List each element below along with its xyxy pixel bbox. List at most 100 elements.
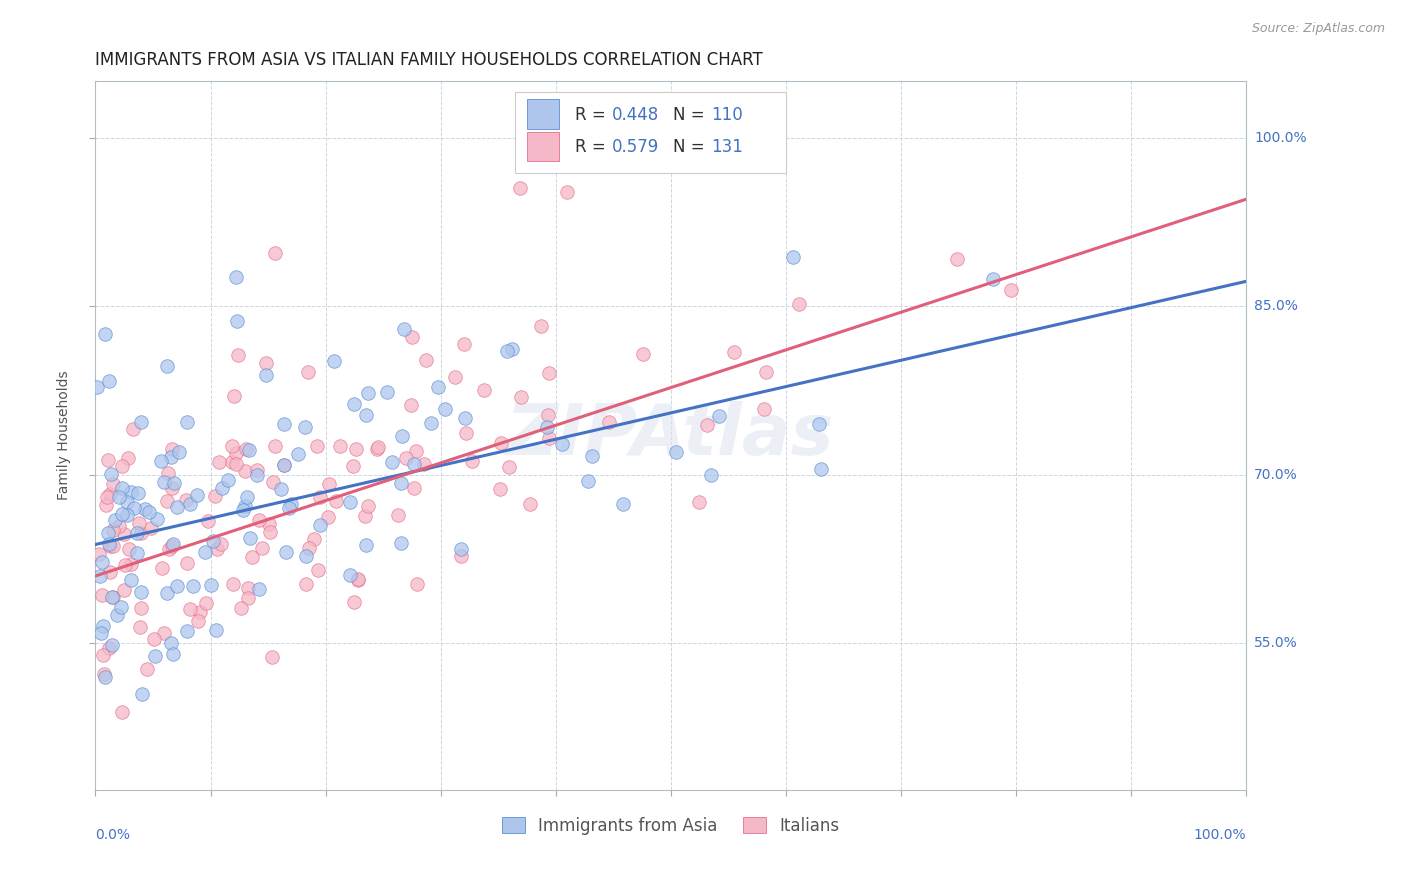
Point [389, 476, 412, 491]
Point [120, 557, 142, 571]
Point [111, 481, 134, 495]
Point [273, 417, 295, 432]
Text: N =: N = [673, 138, 710, 156]
Point [707, 409, 730, 424]
Point [134, 502, 156, 516]
Point [176, 415, 198, 429]
Point [354, 538, 377, 552]
Point [318, 477, 340, 491]
Point [323, 354, 346, 368]
Point [443, 370, 465, 384]
Point [274, 544, 297, 558]
Y-axis label: Family Households: Family Households [58, 371, 72, 500]
Point [415, 353, 437, 368]
Point [537, 366, 560, 380]
Point [222, 389, 245, 403]
Point [489, 436, 512, 450]
Point [280, 498, 302, 512]
Point [112, 583, 135, 598]
Point [122, 501, 145, 516]
Point [166, 500, 188, 514]
Point [90, 588, 112, 602]
Point [496, 343, 519, 358]
Point [307, 563, 329, 577]
Point [426, 380, 449, 394]
Point [344, 442, 367, 456]
Point [225, 446, 247, 460]
Text: R =: R = [575, 138, 612, 156]
Point [551, 437, 574, 451]
Point [752, 402, 775, 417]
Point [254, 368, 277, 383]
Point [318, 510, 340, 524]
Point [91, 555, 114, 569]
Point [489, 482, 512, 496]
Point [405, 443, 427, 458]
Point [538, 431, 561, 445]
Text: 100.0%: 100.0% [1254, 130, 1306, 145]
Point [221, 455, 243, 469]
Point [391, 429, 413, 443]
Point [89, 569, 111, 583]
Point [103, 539, 125, 553]
Point [755, 365, 778, 379]
Point [325, 494, 347, 508]
Point [157, 542, 180, 557]
Point [236, 581, 259, 595]
Point [131, 585, 153, 599]
Point [107, 519, 129, 533]
Point [179, 601, 201, 615]
Point [226, 314, 249, 328]
Point [222, 576, 245, 591]
Point [461, 454, 484, 468]
Point [519, 497, 541, 511]
FancyBboxPatch shape [527, 99, 560, 128]
Point [498, 459, 520, 474]
Point [162, 647, 184, 661]
Point [381, 455, 404, 469]
Point [399, 398, 422, 412]
Point [273, 458, 295, 472]
Point [141, 521, 163, 535]
Point [688, 495, 710, 509]
Point [294, 549, 316, 563]
Point [263, 246, 285, 260]
Point [152, 475, 174, 489]
Point [112, 527, 135, 541]
Point [420, 417, 443, 431]
Point [339, 568, 361, 582]
Point [162, 537, 184, 551]
Point [807, 417, 830, 431]
Point [309, 518, 332, 533]
Point [103, 590, 125, 604]
Point [159, 450, 181, 465]
Point [194, 596, 217, 610]
Point [105, 608, 128, 623]
Point [153, 626, 176, 640]
Point [108, 491, 131, 505]
Point [156, 585, 179, 599]
Point [110, 706, 132, 720]
Point [406, 577, 429, 591]
Point [236, 490, 259, 504]
Point [297, 365, 319, 379]
Point [115, 508, 138, 522]
Point [111, 459, 134, 474]
Point [401, 330, 423, 344]
Text: R =: R = [575, 105, 612, 124]
Point [259, 517, 281, 532]
Point [138, 505, 160, 519]
Point [981, 272, 1004, 286]
Point [598, 415, 620, 429]
Point [226, 348, 249, 362]
Point [120, 573, 142, 587]
Point [91, 619, 114, 633]
Point [200, 578, 222, 592]
Point [394, 322, 416, 336]
Point [453, 336, 475, 351]
Point [125, 525, 148, 540]
Point [510, 390, 533, 404]
Point [129, 415, 152, 429]
Point [700, 467, 723, 482]
Point [167, 445, 190, 459]
